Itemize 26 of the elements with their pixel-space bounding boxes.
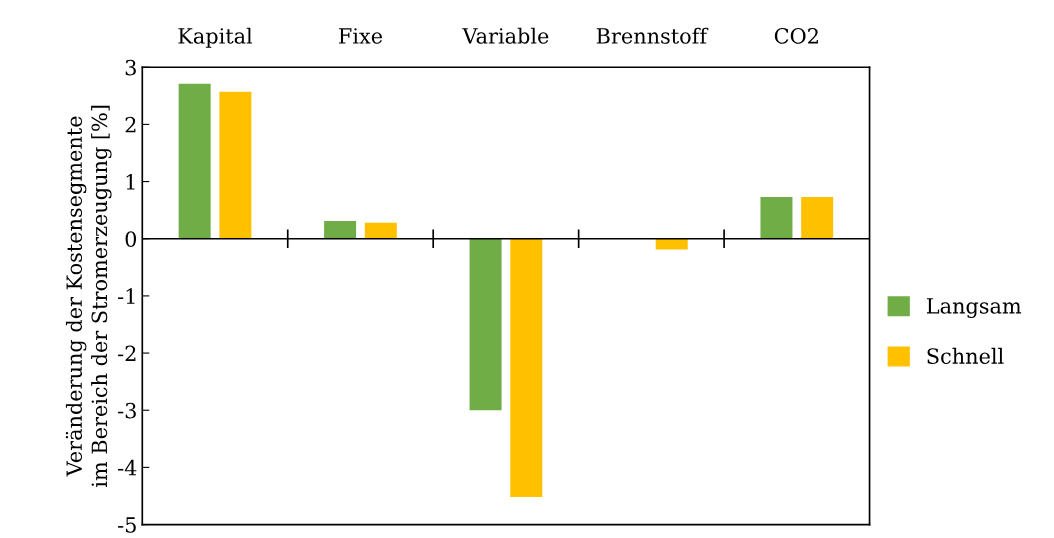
y-tick-label: -4: [118, 459, 137, 476]
bar: [364, 222, 397, 239]
bar: [178, 83, 211, 239]
y-tick-label: 2: [125, 116, 136, 133]
bar: [760, 197, 793, 239]
bar: [324, 221, 357, 239]
y-tick-label: -2: [118, 345, 136, 361]
y-tick-label: 1: [126, 174, 135, 190]
y-axis-title: Veränderung der Kostensegmente im Bereich der Stromerzeugung [%]: [65, 105, 112, 487]
x-tick-label: Variable: [462, 27, 549, 44]
x-tick-label: Fixe: [339, 28, 383, 44]
y-tick-label: 0: [125, 231, 137, 247]
legend-label: Langsam: [926, 298, 1022, 319]
bar: [510, 238, 543, 498]
bar: [219, 91, 252, 239]
x-tick-label: Brennstoff: [596, 27, 709, 44]
y-tick-label: 3: [125, 59, 136, 76]
y-tick-label: -3: [118, 402, 136, 419]
legend-label: Schnell: [927, 347, 1004, 364]
y-tick-label: -5: [118, 517, 136, 533]
x-tick-label: CO2: [774, 28, 818, 44]
y-tick-label: -1: [118, 288, 135, 304]
bar: [469, 238, 502, 411]
x-tick-label: Kapital: [178, 27, 253, 48]
bar: [655, 238, 688, 250]
bar: [801, 197, 834, 239]
